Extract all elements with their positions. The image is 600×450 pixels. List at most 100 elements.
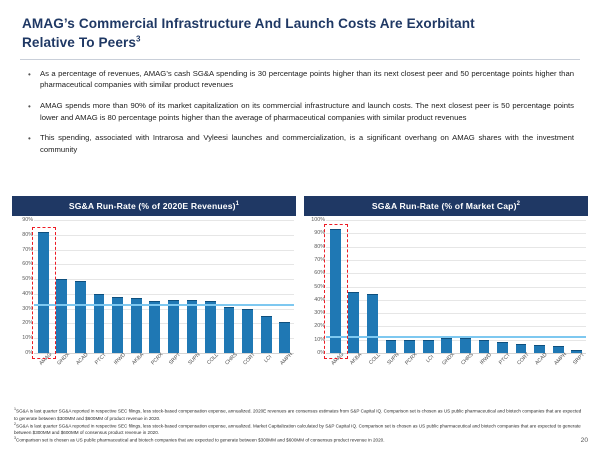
bar bbox=[367, 294, 378, 353]
footnote-3: 3Comparison set is chosen as US public p… bbox=[14, 436, 586, 444]
bar bbox=[571, 350, 583, 353]
bar-column bbox=[108, 220, 127, 353]
chart-title-footnote-marker: 1 bbox=[235, 201, 240, 208]
gridline bbox=[326, 246, 586, 248]
gridline bbox=[326, 220, 586, 221]
bar-column bbox=[382, 220, 401, 353]
bar-column bbox=[437, 220, 456, 353]
y-axis-tick-label: 50% bbox=[22, 276, 33, 283]
bar bbox=[279, 321, 291, 353]
page-title-line1: AMAG’s Commercial Infrastructure And Lau… bbox=[22, 16, 475, 31]
gridlines-marketcap bbox=[326, 220, 586, 354]
bar bbox=[497, 342, 508, 353]
bar bbox=[348, 291, 360, 353]
chart-panel-marketcap: SG&A Run-Rate (% of Market Cap)2 0% 10% 20… bbox=[304, 196, 588, 390]
y-axis-tick-label: 60% bbox=[22, 261, 33, 268]
y-axis-tick-label: 40% bbox=[314, 296, 325, 303]
gridlines-revenues bbox=[34, 220, 294, 354]
footnote-marker: 2 bbox=[14, 421, 16, 426]
bullet-text: As a percentage of revenues, AMAG’s cash… bbox=[40, 68, 574, 90]
y-axis-tick-label: 90% bbox=[22, 217, 33, 223]
footnote-1: 1SG&A is last quarter SG&A reported in r… bbox=[14, 407, 586, 422]
bar-column bbox=[276, 220, 295, 353]
bar-column bbox=[127, 220, 146, 353]
bar-column bbox=[164, 220, 183, 353]
gridline bbox=[34, 308, 294, 310]
bar-column bbox=[363, 220, 382, 353]
average-reference-line bbox=[326, 335, 586, 338]
bar-column bbox=[53, 220, 72, 353]
bar-column bbox=[183, 220, 202, 353]
y-axis-tick-label: 70% bbox=[314, 256, 325, 263]
y-axis-tick-label: 80% bbox=[22, 231, 33, 238]
y-axis-tick-label: 80% bbox=[314, 243, 325, 250]
footnotes: 1SG&A is last quarter SG&A reported in r… bbox=[0, 407, 600, 444]
gridline bbox=[326, 299, 586, 301]
bullet-text: AMAG spends more than 90% of its market … bbox=[40, 101, 574, 122]
bar bbox=[149, 301, 161, 353]
y-axis-tick-label: 0% bbox=[25, 350, 33, 356]
page-title-footnote-marker: 3 bbox=[136, 34, 141, 44]
chart-title-text: SG&A Run-Rate (% of Market Cap) bbox=[371, 201, 517, 211]
bar bbox=[441, 338, 453, 353]
bar-column bbox=[238, 220, 257, 353]
bar bbox=[223, 307, 235, 353]
bar bbox=[422, 339, 434, 353]
bullet-marker-icon: • bbox=[28, 102, 31, 111]
bar-column bbox=[220, 220, 239, 353]
bar-column bbox=[257, 220, 276, 353]
gridline bbox=[34, 293, 294, 295]
page-number: 20 bbox=[580, 437, 588, 444]
bar-column bbox=[475, 220, 494, 353]
bullet-text: This spending, associated with Intrarosa… bbox=[40, 133, 574, 155]
bar-column bbox=[90, 220, 109, 353]
y-axis-tick-label: 100% bbox=[311, 217, 325, 223]
chart-title-text: SG&A Run-Rate (% of 2020E Revenues) bbox=[68, 201, 236, 211]
footnote-marker: 3 bbox=[14, 436, 16, 441]
list-item: • As a percentage of revenues, AMAG’s ca… bbox=[26, 68, 574, 91]
gridline bbox=[34, 279, 294, 281]
x-axis-labels-revenues: AMAG GHDX ACAD PTCT IRWD AKBA PCRX SRPT SUPN COLL… bbox=[34, 352, 294, 390]
gridline bbox=[326, 339, 586, 341]
bar bbox=[552, 346, 564, 353]
bar bbox=[459, 338, 471, 353]
bullet-list: • As a percentage of revenues, AMAG’s ca… bbox=[0, 60, 600, 156]
bar bbox=[534, 345, 546, 353]
bar bbox=[478, 339, 490, 353]
bar-column bbox=[326, 220, 345, 353]
y-axis-tick-label: 30% bbox=[22, 305, 33, 312]
y-axis-tick-label: 70% bbox=[22, 246, 33, 253]
charts-row: SG&A Run-Rate (% of 2020E Revenues)1 0% 1… bbox=[0, 196, 600, 390]
y-axis-tick-label: 10% bbox=[22, 335, 33, 342]
list-item: • AMAG spends more than 90% of its marke… bbox=[26, 100, 574, 123]
bars-marketcap bbox=[326, 220, 586, 353]
bar bbox=[404, 339, 415, 353]
bar-chart-marketcap: 0% 10% 20% 30% 40% 50% 60% 70% 80% 90% 100% AMAG AK… bbox=[304, 217, 588, 390]
bar-chart-revenues: 0% 10% 20% 30% 40% 50% 60% 70% 80% 90% AMAG GHDX AC… bbox=[12, 217, 296, 390]
y-axis-tick-label: 30% bbox=[314, 310, 325, 317]
bar bbox=[385, 339, 397, 353]
y-axis-tick-label: 20% bbox=[314, 323, 325, 330]
gridline bbox=[326, 233, 586, 235]
title-divider bbox=[20, 58, 580, 60]
gridline bbox=[34, 220, 294, 221]
bar bbox=[130, 298, 142, 353]
bar bbox=[515, 343, 527, 353]
gridline bbox=[326, 286, 586, 288]
bar bbox=[37, 231, 49, 353]
bars-revenues bbox=[34, 220, 294, 353]
y-axis-tick-label: 10% bbox=[314, 336, 325, 343]
y-axis-tick-label: 20% bbox=[22, 320, 33, 327]
bar-column bbox=[493, 220, 512, 353]
chart-panel-revenues: SG&A Run-Rate (% of 2020E Revenues)1 0% 1… bbox=[12, 196, 296, 390]
gridline bbox=[34, 264, 294, 266]
bar-column bbox=[512, 220, 531, 353]
y-axis-marketcap: 0% 10% 20% 30% 40% 50% 60% 70% 80% 90% 100% bbox=[304, 217, 326, 356]
bullet-marker-icon: • bbox=[28, 69, 31, 79]
bullet-marker-icon: • bbox=[28, 134, 31, 144]
bar bbox=[112, 296, 123, 353]
gridline bbox=[326, 273, 586, 275]
bar bbox=[242, 308, 254, 353]
x-axis-labels-marketcap: AMAG AKBA COLL SUPN PCRX LCI GHDX CHRS IRWD PTCT C… bbox=[326, 352, 586, 390]
x-axis-tick: AMAG bbox=[34, 352, 53, 390]
